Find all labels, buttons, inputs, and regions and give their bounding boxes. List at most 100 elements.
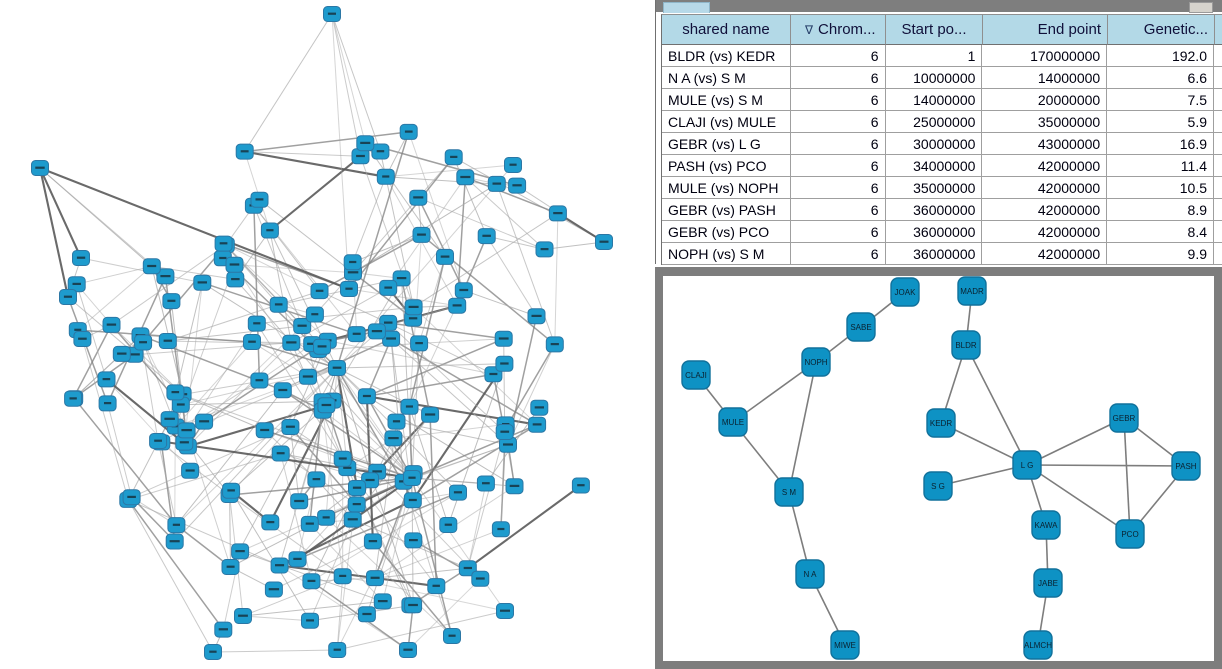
node-shape[interactable]	[957, 276, 987, 306]
table-cell[interactable]: 6	[790, 199, 886, 221]
network-node[interactable]	[505, 478, 524, 495]
table-cell[interactable]: 8.4	[1107, 221, 1214, 243]
network-node[interactable]	[343, 254, 362, 271]
network-node[interactable]	[281, 419, 300, 435]
node-shape[interactable]	[1115, 519, 1145, 549]
table-cell[interactable]: 10000000	[885, 67, 983, 89]
column-header-End point[interactable]: End point	[983, 15, 1108, 45]
network-node-CLAJI[interactable]: CLAJI	[681, 360, 711, 390]
node-shape[interactable]	[830, 630, 860, 660]
table-row[interactable]: GEBR (vs) PCO 6 36000000 42000000 8.4	[662, 221, 1222, 243]
network-node[interactable]	[535, 241, 554, 258]
network-node-MADR[interactable]: MADR	[957, 276, 987, 306]
network-node-NOPH[interactable]: NOPH	[801, 347, 831, 377]
network-node[interactable]	[142, 258, 161, 275]
network-node-S G[interactable]: S G	[923, 471, 953, 501]
network-node[interactable]	[301, 612, 319, 629]
table-cell[interactable]	[1214, 221, 1222, 243]
network-node[interactable]	[73, 331, 92, 347]
node-shape[interactable]	[926, 408, 956, 438]
table-cell[interactable]: 7.5	[1107, 89, 1214, 111]
table-cell[interactable]: 6	[790, 221, 886, 243]
network-node[interactable]	[122, 489, 141, 506]
network-node[interactable]	[471, 570, 490, 587]
network-node[interactable]	[288, 551, 307, 568]
network-node[interactable]	[357, 606, 376, 623]
table-cell[interactable]: 14000000	[982, 67, 1108, 89]
table-row[interactable]: NOPH (vs) S M 6 36000000 42000000 9.9	[662, 243, 1222, 265]
network-node[interactable]	[366, 570, 384, 587]
node-shape[interactable]	[1031, 510, 1061, 540]
network-node[interactable]	[403, 492, 422, 509]
network-node[interactable]	[400, 398, 419, 415]
network-node-MULE[interactable]: MULE	[718, 407, 748, 437]
network-node[interactable]	[340, 281, 358, 297]
small-network-panel[interactable]: JOAK MADR SABE NOPH CLAJI MULE BLDR KEDR GEBR L G…	[655, 267, 1222, 669]
network-node[interactable]	[260, 222, 279, 239]
network-node[interactable]	[98, 395, 117, 412]
table-cell[interactable]: GEBR (vs) L G	[662, 133, 791, 155]
table-row[interactable]: N A (vs) S M 6 10000000 14000000 6.6	[662, 67, 1222, 89]
network-node[interactable]	[165, 533, 184, 550]
network-node[interactable]	[421, 406, 440, 423]
network-node[interactable]	[333, 568, 352, 585]
network-node[interactable]	[376, 168, 395, 185]
node-shape[interactable]	[1171, 451, 1201, 481]
network-node[interactable]	[392, 270, 411, 287]
table-cell[interactable]: NOPH (vs) S M	[662, 243, 791, 265]
network-node[interactable]	[134, 334, 153, 351]
network-node[interactable]	[363, 533, 382, 550]
network-node[interactable]	[347, 326, 366, 343]
table-cell[interactable]: 6	[790, 133, 886, 155]
network-node-ALMCH[interactable]: ALMCH	[1023, 630, 1053, 660]
node-shape[interactable]	[951, 330, 981, 360]
node-shape[interactable]	[801, 347, 831, 377]
table-cell[interactable]: 42000000	[982, 243, 1108, 265]
network-node[interactable]	[255, 422, 274, 439]
table-cell[interactable]: 5.9	[1107, 111, 1214, 133]
table-cell[interactable]: 35000000	[982, 111, 1108, 133]
network-node[interactable]	[328, 642, 347, 658]
table-row[interactable]: MULE (vs) NOPH 6 35000000 42000000 10.5	[662, 177, 1222, 199]
network-node[interactable]	[299, 368, 317, 385]
network-node-PASH[interactable]: PASH	[1171, 451, 1201, 481]
node-shape[interactable]	[923, 471, 953, 501]
network-node[interactable]	[373, 593, 392, 610]
network-node[interactable]	[313, 338, 331, 355]
table-cell[interactable]: 6.6	[1107, 67, 1214, 89]
column-header-spacer[interactable]	[1215, 15, 1222, 45]
table-cell[interactable]: 6	[790, 243, 886, 265]
table-cell[interactable]: BLDR (vs) KEDR	[662, 45, 791, 67]
table-cell[interactable]: 10.5	[1107, 177, 1214, 199]
network-node[interactable]	[379, 279, 398, 296]
network-node[interactable]	[261, 514, 280, 531]
network-node[interactable]	[499, 436, 517, 453]
network-node[interactable]	[399, 123, 418, 140]
network-node[interactable]	[458, 560, 477, 577]
network-node[interactable]	[476, 475, 495, 492]
network-node[interactable]	[243, 334, 261, 350]
table-cell[interactable]: 36000000	[885, 199, 983, 221]
network-node[interactable]	[409, 189, 428, 206]
network-node[interactable]	[282, 334, 301, 351]
network-node[interactable]	[307, 471, 326, 488]
network-node[interactable]	[293, 318, 312, 334]
table-cell[interactable]: 1	[885, 45, 983, 67]
table-cell[interactable]	[1214, 199, 1222, 221]
table-scroll-button[interactable]	[1189, 2, 1213, 13]
network-node[interactable]	[348, 480, 366, 496]
network-node[interactable]	[226, 271, 245, 288]
table-cell[interactable]	[1214, 111, 1222, 133]
network-node[interactable]	[351, 148, 370, 165]
network-node[interactable]	[167, 517, 186, 534]
network-node[interactable]	[387, 413, 406, 430]
table-cell[interactable]: 16.9	[1107, 133, 1214, 155]
network-node-BLDR[interactable]: BLDR	[951, 330, 981, 360]
network-node[interactable]	[222, 482, 241, 499]
network-node[interactable]	[504, 157, 522, 173]
network-node[interactable]	[343, 511, 362, 528]
column-header-shared name[interactable]: shared name	[662, 15, 791, 45]
network-node[interactable]	[333, 450, 352, 467]
network-node-KAWA[interactable]: KAWA	[1031, 510, 1061, 540]
filter-icon[interactable]: ∇	[805, 22, 814, 37]
